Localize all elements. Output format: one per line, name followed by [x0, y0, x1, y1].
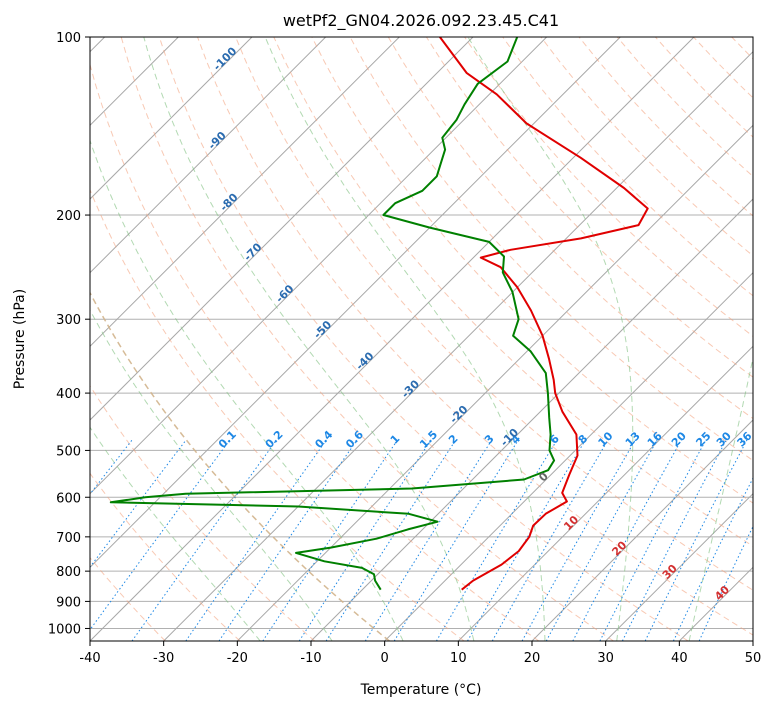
- dry-adiabat: [90, 384, 316, 641]
- isotherm: [605, 492, 753, 641]
- mixing-ratio-line: [393, 439, 519, 641]
- y-tick-label: 300: [56, 313, 81, 328]
- y-tick-label: 100: [56, 31, 81, 46]
- dry-adiabat: [349, 37, 753, 462]
- moist-adiabat: [143, 37, 475, 641]
- mixing-ratio-line: [262, 439, 399, 641]
- moist-adiabat: [90, 426, 261, 641]
- moist-adiabat: [264, 37, 546, 641]
- dry-adiabat: [90, 188, 465, 641]
- x-tick-label: 40: [671, 651, 688, 666]
- y-tick-label: 400: [56, 387, 81, 402]
- dry-adiabat: [464, 37, 753, 337]
- x-tick-label: 0: [381, 651, 389, 666]
- x-tick-label: -20: [227, 651, 248, 666]
- mixing-ratio-line: [325, 439, 457, 641]
- isotherm: [310, 198, 753, 641]
- isotherm: [90, 37, 474, 421]
- mixing-ratio-line: [218, 439, 358, 641]
- axis-ticks: -40 -30 -20 -10 0 10 20 30 40 50 100 200 300 400 500 60…: [48, 31, 761, 666]
- x-tick-label: 30: [597, 651, 614, 666]
- dry-adiabat: [502, 37, 753, 297]
- y-tick-label: 200: [56, 209, 81, 224]
- isotherm: [163, 50, 753, 641]
- dry-adiabat: [425, 37, 753, 378]
- y-tick-label: 700: [56, 531, 81, 546]
- dry-adiabat: [158, 37, 689, 641]
- y-tick-label: 600: [56, 491, 81, 506]
- dry-adiabat: [235, 37, 753, 591]
- mixing-ratio-line: [90, 439, 187, 568]
- x-tick-label: -40: [79, 651, 100, 666]
- y-tick-label: 800: [56, 565, 81, 580]
- isotherm: [457, 345, 753, 641]
- mixing-ratio-line: [364, 439, 493, 641]
- background-lines: [90, 37, 753, 641]
- x-tick-label: -10: [300, 651, 321, 666]
- dry-adiabat: [120, 37, 614, 641]
- mixing-ratio-line: [545, 439, 658, 641]
- chart-title: wetPf2_GN04.2026.092.23.45.C41: [283, 11, 559, 31]
- plot-frame: [89, 36, 754, 642]
- y-tick-label: 900: [56, 595, 81, 610]
- mixing-ratio-line: [491, 439, 609, 641]
- isotherm: [531, 419, 753, 641]
- dry-adiabat: [90, 291, 390, 641]
- mixing-ratio-line: [90, 439, 231, 631]
- dry-adiabat: [90, 62, 540, 641]
- dry-adiabat: [387, 37, 753, 420]
- x-tick-label: 50: [745, 651, 762, 666]
- dry-adiabat: [90, 472, 241, 641]
- mixing-ratio-line: [521, 439, 636, 641]
- isotherm: [236, 124, 753, 641]
- isotherm: [90, 37, 695, 641]
- x-axis-label: Temperature (°C): [360, 682, 482, 698]
- mixing-ratio-line: [435, 439, 558, 641]
- dry-adiabat: [197, 37, 753, 636]
- moist-adiabat: [90, 138, 404, 641]
- mixing-ratio-line: [467, 439, 586, 641]
- isotherm: [90, 37, 253, 200]
- x-tick-label: 10: [450, 651, 467, 666]
- isotherm: [384, 271, 753, 641]
- isotherm: [90, 37, 621, 569]
- series-lines: [109, 37, 649, 591]
- x-tick-label: -30: [153, 651, 174, 666]
- dewpoint-profile: [109, 37, 556, 591]
- isotherm: [90, 37, 548, 495]
- temperature-profile: [439, 37, 649, 591]
- mixing-ratio-line: [298, 439, 432, 641]
- dry-adiabat: [273, 37, 753, 547]
- y-tick-label: 500: [56, 444, 81, 459]
- y-axis-label: Pressure (hPa): [12, 289, 28, 389]
- moist-adiabat: [688, 355, 753, 641]
- isotherm: [90, 37, 327, 274]
- plot-background: [90, 37, 753, 641]
- x-tick-label: 20: [524, 651, 541, 666]
- dry-adiabat: [311, 37, 753, 504]
- mixing-ratio-line: [185, 439, 327, 641]
- mixing-ratio-line: [672, 477, 753, 641]
- mixing-ratio-line: [644, 439, 748, 641]
- y-tick-label: 1000: [48, 622, 81, 637]
- isotherm: [90, 37, 400, 348]
- moist-adiabat: [90, 309, 333, 641]
